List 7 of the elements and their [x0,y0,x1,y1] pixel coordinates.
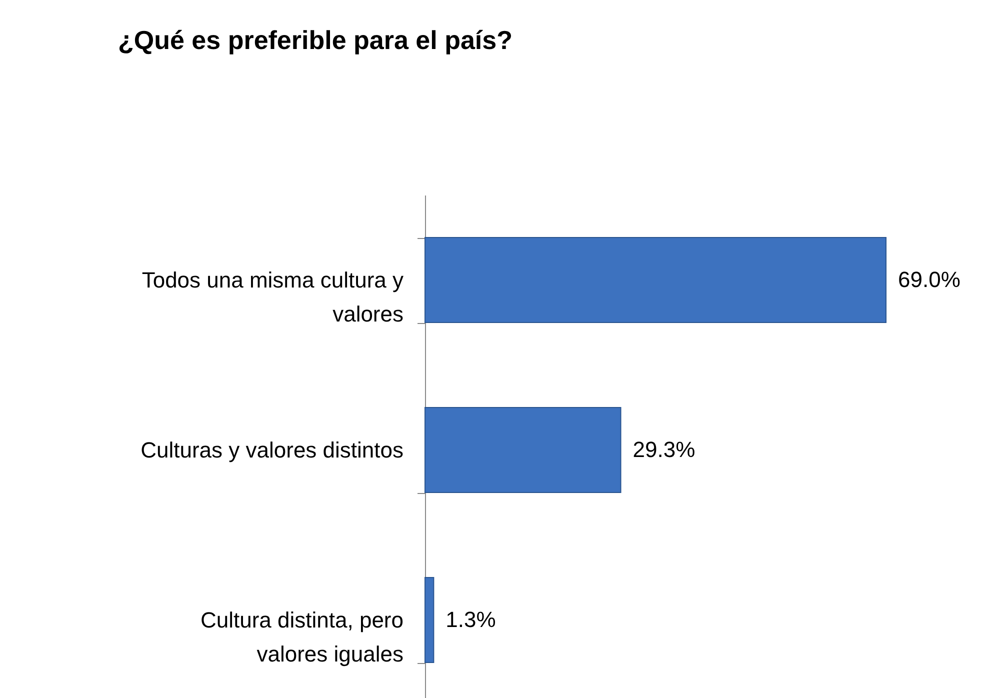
data-label: 69.0% [898,267,960,292]
data-label: 1.3% [446,607,496,632]
data-label: 29.3% [632,437,696,462]
y-tick-label: Cultura distinta, pero valores iguales [200,608,404,666]
y-tick-label: Culturas y valores distintos [140,438,404,462]
y-tick-label: Todos una misma cultura y valores [142,268,404,326]
chart-title: ¿Qué es preferible para el país? [118,25,512,55]
